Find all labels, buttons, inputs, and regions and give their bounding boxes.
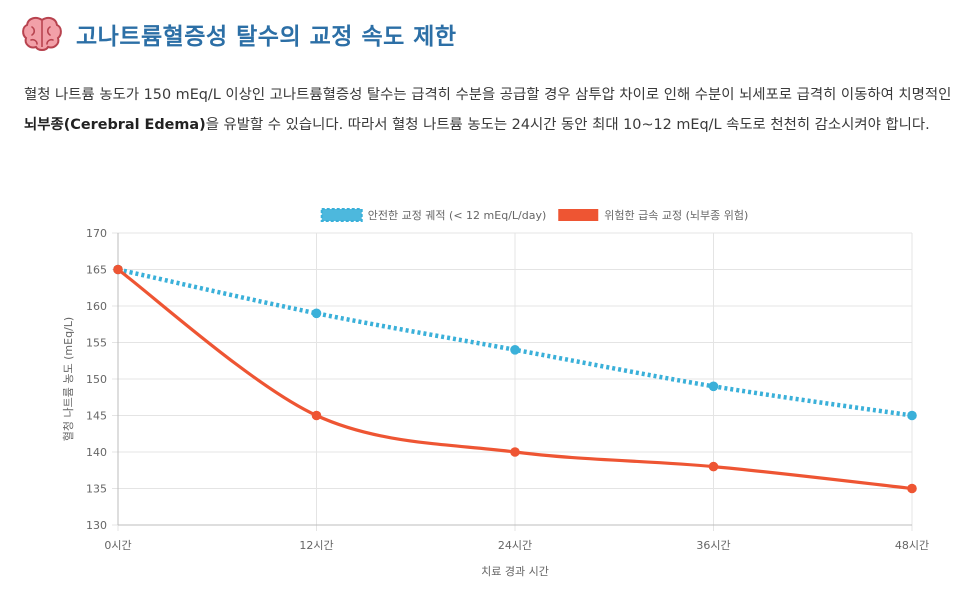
chart-series [113, 264, 917, 494]
y-tick-label: 140 [86, 446, 107, 459]
x-axis-title: 치료 경과 시간 [481, 565, 549, 578]
description-text-2: 을 유발할 수 있습니다. 따라서 혈청 나트륨 농도는 24시간 동안 최대 … [205, 117, 930, 133]
page-title: 고나트륨혈증성 탈수의 교정 속도 제한 [76, 24, 457, 50]
legend-swatch-2 [558, 209, 599, 221]
y-tick-label: 150 [86, 373, 107, 386]
y-tick-label: 145 [86, 410, 107, 423]
y-tick-label: 135 [86, 483, 107, 496]
chart-labels: 130 135 140 145 150 155 160 165 170 0시간 12시간 24시간 36… [61, 227, 929, 578]
description-bold-term: 뇌부종(Cerebral Edema) [24, 117, 206, 133]
legend-swatch-1 [320, 208, 363, 222]
brain-icon [22, 16, 62, 51]
x-tick-label: 0시간 [104, 539, 131, 552]
series-line-1 [117, 267, 913, 418]
series-1-point [907, 410, 917, 421]
series-2-point [708, 461, 719, 472]
y-tick-label: 170 [86, 227, 107, 240]
header: 고나트륨혈증성 탈수의 교정 속도 제한 [20, 14, 457, 54]
legend-label-2: 위험한 급속 교정 (뇌부종 위험) [604, 209, 748, 222]
series-2-point [907, 483, 917, 494]
x-tick-label: 12시간 [299, 539, 333, 552]
description: 혈청 나트륨 농도가 150 mEq/L 이상인 고나트륨혈증성 탈수는 급격히… [24, 80, 964, 140]
series-2-point [311, 410, 322, 421]
description-text-1: 혈청 나트륨 농도가 150 mEq/L 이상인 고나트륨혈증성 탈수는 급격히… [24, 87, 952, 103]
chart-grid [112, 232, 913, 531]
chart-axes [117, 233, 912, 526]
y-tick-label: 165 [86, 264, 107, 277]
series-2-point [510, 447, 520, 457]
x-tick-label: 36시간 [696, 539, 730, 552]
y-tick-label: 155 [86, 337, 107, 350]
sodium-correction-chart: 안전한 교정 궤적 (< 12 mEq/L/day) 위험한 급속 교정 (뇌부종… [61, 208, 929, 578]
x-tick-label: 48시간 [895, 539, 929, 552]
series-1-point [311, 308, 322, 319]
x-tick-label: 24시간 [498, 539, 532, 552]
y-axis-title: 혈청 나트륨 농도 (mEq/L) [61, 317, 75, 441]
legend-label-1: 안전한 교정 궤적 (< 12 mEq/L/day) [368, 209, 547, 222]
y-tick-label: 130 [86, 519, 107, 532]
series-2-point [113, 264, 123, 275]
series-1-point [510, 345, 520, 355]
chart-legend: 안전한 교정 궤적 (< 12 mEq/L/day) 위험한 급속 교정 (뇌부종… [320, 208, 748, 222]
y-tick-label: 160 [86, 300, 107, 313]
series-1-point [708, 381, 719, 392]
